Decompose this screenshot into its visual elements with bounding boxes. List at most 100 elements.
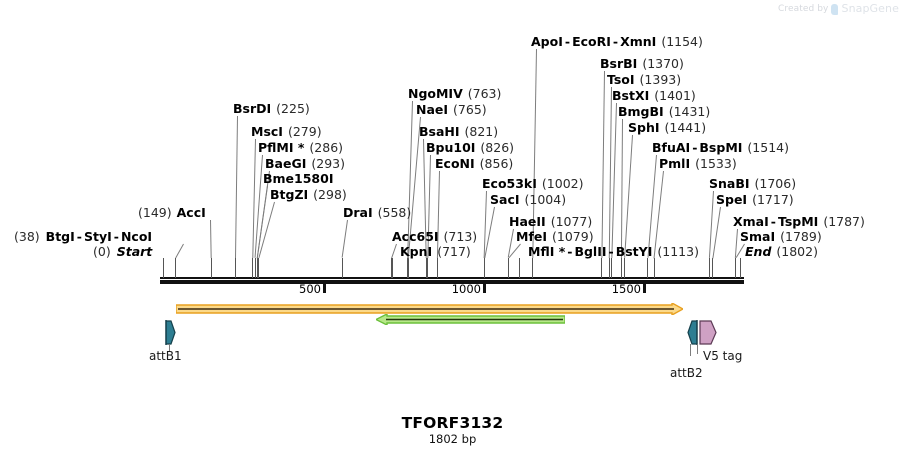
- enzyme-label-bsahi[interactable]: BsaHI (821): [419, 125, 498, 139]
- leader-line: [175, 243, 184, 259]
- enzyme-name: DraI: [343, 205, 373, 220]
- enzyme-name: XmaI: [733, 214, 769, 229]
- enzyme-label-btgzi[interactable]: BtgZI (298): [270, 188, 347, 202]
- enzyme-name: PmlI: [659, 156, 691, 171]
- enzyme-label-pmli[interactable]: PmlI (1533): [659, 157, 737, 171]
- enzyme-position: (225): [276, 101, 310, 116]
- enzyme-label-pflmi[interactable]: PflMI * (286): [258, 141, 343, 155]
- snapgene-logo-icon: [831, 4, 839, 15]
- site-tick: [211, 258, 212, 278]
- leader-line: [341, 219, 348, 259]
- enzyme-name: BtgI: [45, 229, 75, 244]
- ruler-tick-500: [323, 284, 326, 293]
- start-marker-label: Start: [116, 244, 153, 259]
- enzyme-label-acci[interactable]: (149) AccI: [138, 206, 206, 220]
- enzyme-position: (279): [287, 124, 322, 139]
- enzyme-label-sphi[interactable]: SphI (1441): [628, 121, 706, 135]
- leader-line: [624, 134, 633, 259]
- start-position: (0): [93, 244, 111, 259]
- enzyme-name: SacI: [490, 192, 520, 207]
- enzyme-label-start[interactable]: (0) Start: [93, 245, 152, 259]
- enzyme-label-apoi-ecori-xmni[interactable]: ApoI - EcoRI - XmnI (1154): [531, 34, 703, 49]
- enzyme-name: BsaHI: [419, 124, 460, 139]
- enzyme-label-haeii[interactable]: HaeII (1077): [509, 215, 592, 229]
- enzyme-label-bsrdi[interactable]: BsrDI (225): [233, 102, 310, 116]
- feature-v5tag-glyph[interactable]: [699, 320, 717, 349]
- enzyme-position: (558): [377, 205, 412, 220]
- leader-line: [620, 118, 623, 258]
- enzyme-position: (1154): [661, 34, 703, 49]
- enzyme-label-eco53ki[interactable]: Eco53kI (1002): [482, 177, 583, 191]
- site-tick: [601, 258, 602, 278]
- cds-arrow-green[interactable]: [374, 310, 566, 327]
- enzyme-label-bmgbi[interactable]: BmgBI (1431): [618, 105, 710, 119]
- enzyme-label-mfei[interactable]: MfeI (1079): [516, 230, 594, 244]
- enzyme-position: (1431): [668, 104, 711, 119]
- enzyme-label-spei[interactable]: SpeI (1717): [716, 193, 794, 207]
- site-tick: [735, 258, 736, 278]
- enzyme-name: BsrDI: [233, 101, 272, 116]
- snapgene-watermark: Created by SnapGene: [778, 2, 899, 15]
- enzyme-label-bsrbi[interactable]: BsrBI (1370): [600, 57, 684, 71]
- enzyme-name: BmgBI: [618, 104, 664, 119]
- enzyme-position: (717): [437, 244, 471, 259]
- site-tick: [621, 258, 622, 278]
- end-position: (1802): [776, 244, 818, 259]
- enzyme-label-acc65i[interactable]: Acc65I (713): [392, 230, 477, 244]
- enzyme-position: (765): [453, 102, 487, 117]
- ruler-tick-1000: [483, 284, 486, 293]
- enzyme-name: NgoMIV: [408, 86, 463, 101]
- site-tick: [257, 258, 258, 278]
- enzyme-label-tsoi[interactable]: TsoI (1393): [607, 73, 681, 87]
- enzyme-label-bme1580i[interactable]: Bme1580I: [263, 172, 338, 186]
- enzyme-label-econi[interactable]: EcoNI (856): [435, 157, 513, 171]
- site-tick: [611, 258, 612, 278]
- enzyme-name: HaeII: [509, 214, 546, 229]
- enzyme-position: (1077): [550, 214, 593, 229]
- enzyme-label-mfli-bglii-bstyi[interactable]: MflI * - BglII - BstYI (1113): [528, 244, 699, 259]
- feature-attb2-label: attB2: [670, 366, 703, 380]
- enzyme-label-smai[interactable]: SmaI (1789): [740, 230, 822, 244]
- enzyme-label-btgi-styi-ncoi[interactable]: (38) BtgI - StyI - NcoI: [14, 229, 153, 244]
- site-tick: [709, 258, 710, 278]
- enzyme-label-bfuai-bspmi[interactable]: BfuAI - BspMI (1514): [652, 140, 789, 155]
- enzyme-name: PflMI *: [258, 140, 305, 155]
- site-tick: [740, 258, 741, 278]
- enzyme-name: XmnI: [620, 34, 657, 49]
- feature-attb1-glyph[interactable]: [163, 320, 177, 349]
- site-tick: [163, 258, 164, 278]
- enzyme-label-baegi[interactable]: BaeGI (293): [265, 157, 345, 171]
- site-tick: [437, 258, 438, 278]
- enzyme-position: (1787): [823, 214, 865, 229]
- enzyme-label-snabi[interactable]: SnaBI (1706): [709, 177, 796, 191]
- enzyme-name: Bpu10I: [426, 140, 476, 155]
- enzyme-position: (1717): [752, 192, 794, 207]
- enzyme-position: (149): [138, 205, 172, 220]
- enzyme-label-bstxi[interactable]: BstXI (1401): [612, 89, 696, 103]
- enzyme-name: NaeI: [416, 102, 449, 117]
- enzyme-name: TspMI: [777, 214, 819, 229]
- leader-line: [235, 115, 238, 258]
- feature-attb2-glyph[interactable]: [686, 320, 700, 349]
- site-tick: [258, 258, 259, 278]
- enzyme-label-ngomiv[interactable]: NgoMIV (763): [408, 87, 501, 101]
- enzyme-label-end[interactable]: End (1802): [745, 245, 818, 259]
- site-tick: [427, 258, 428, 278]
- site-tick: [654, 258, 655, 278]
- enzyme-name: SnaBI: [709, 176, 750, 191]
- enzyme-label-drai[interactable]: DraI (558): [343, 206, 411, 220]
- created-by-text: Created by: [777, 3, 829, 14]
- orf-arrow-orange[interactable]: [175, 300, 685, 317]
- enzyme-label-naei[interactable]: NaeI (765): [416, 103, 487, 117]
- enzyme-label-msci[interactable]: MscI (279): [251, 125, 322, 139]
- enzyme-position: (1113): [657, 244, 699, 259]
- page-title: TFORF3132: [401, 414, 504, 432]
- enzyme-name: NcoI: [120, 229, 153, 244]
- end-marker-label: End: [745, 244, 772, 259]
- enzyme-label-saci[interactable]: SacI (1004): [490, 193, 566, 207]
- enzyme-name: BsrBI: [600, 56, 638, 71]
- enzyme-label-xmai-tspmi[interactable]: XmaI - TspMI (1787): [733, 214, 865, 229]
- enzyme-name: Acc65I: [392, 229, 439, 244]
- enzyme-label-kpni[interactable]: KpnI (717): [400, 245, 471, 259]
- enzyme-label-bpu10i[interactable]: Bpu10I (826): [426, 141, 514, 155]
